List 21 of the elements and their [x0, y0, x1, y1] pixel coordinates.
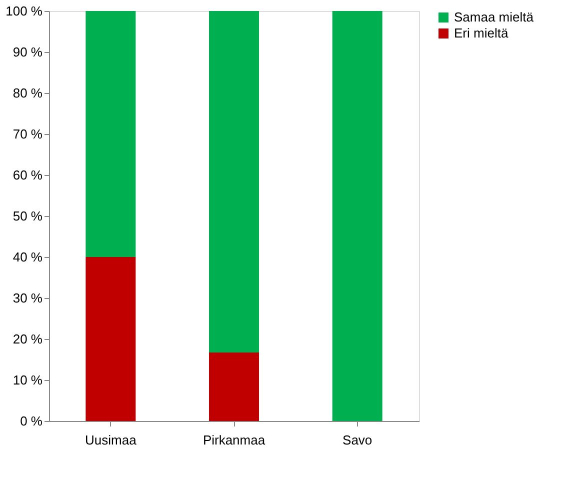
y-tick-label: 80 %	[12, 86, 43, 100]
y-tick-label: 40 %	[12, 250, 43, 264]
x-tick-label: Uusimaa	[85, 432, 138, 448]
bar	[86, 257, 136, 421]
y-tick-label: 50 %	[12, 208, 43, 224]
y-tick-label: 0 %	[20, 414, 43, 428]
y-tick-label: 100 %	[6, 4, 43, 18]
y-tick-label: 70 %	[12, 126, 43, 142]
x-tick-label: Savo	[342, 432, 372, 448]
y-tick-label: 90 %	[12, 44, 43, 60]
y-tick-label: 10 %	[12, 372, 43, 388]
bar	[332, 11, 382, 421]
y-tick-label: 60 %	[12, 168, 43, 182]
x-tick-label: Pirkanmaa	[202, 432, 266, 448]
y-tick-label: 20 %	[12, 332, 43, 346]
bar	[86, 11, 136, 257]
bar	[209, 11, 259, 353]
y-tick-label: 30 %	[12, 290, 43, 306]
bar	[209, 352, 259, 421]
legend-label: Samaa mieltä	[454, 10, 534, 24]
legend-label: Eri mieltä	[454, 26, 509, 40]
